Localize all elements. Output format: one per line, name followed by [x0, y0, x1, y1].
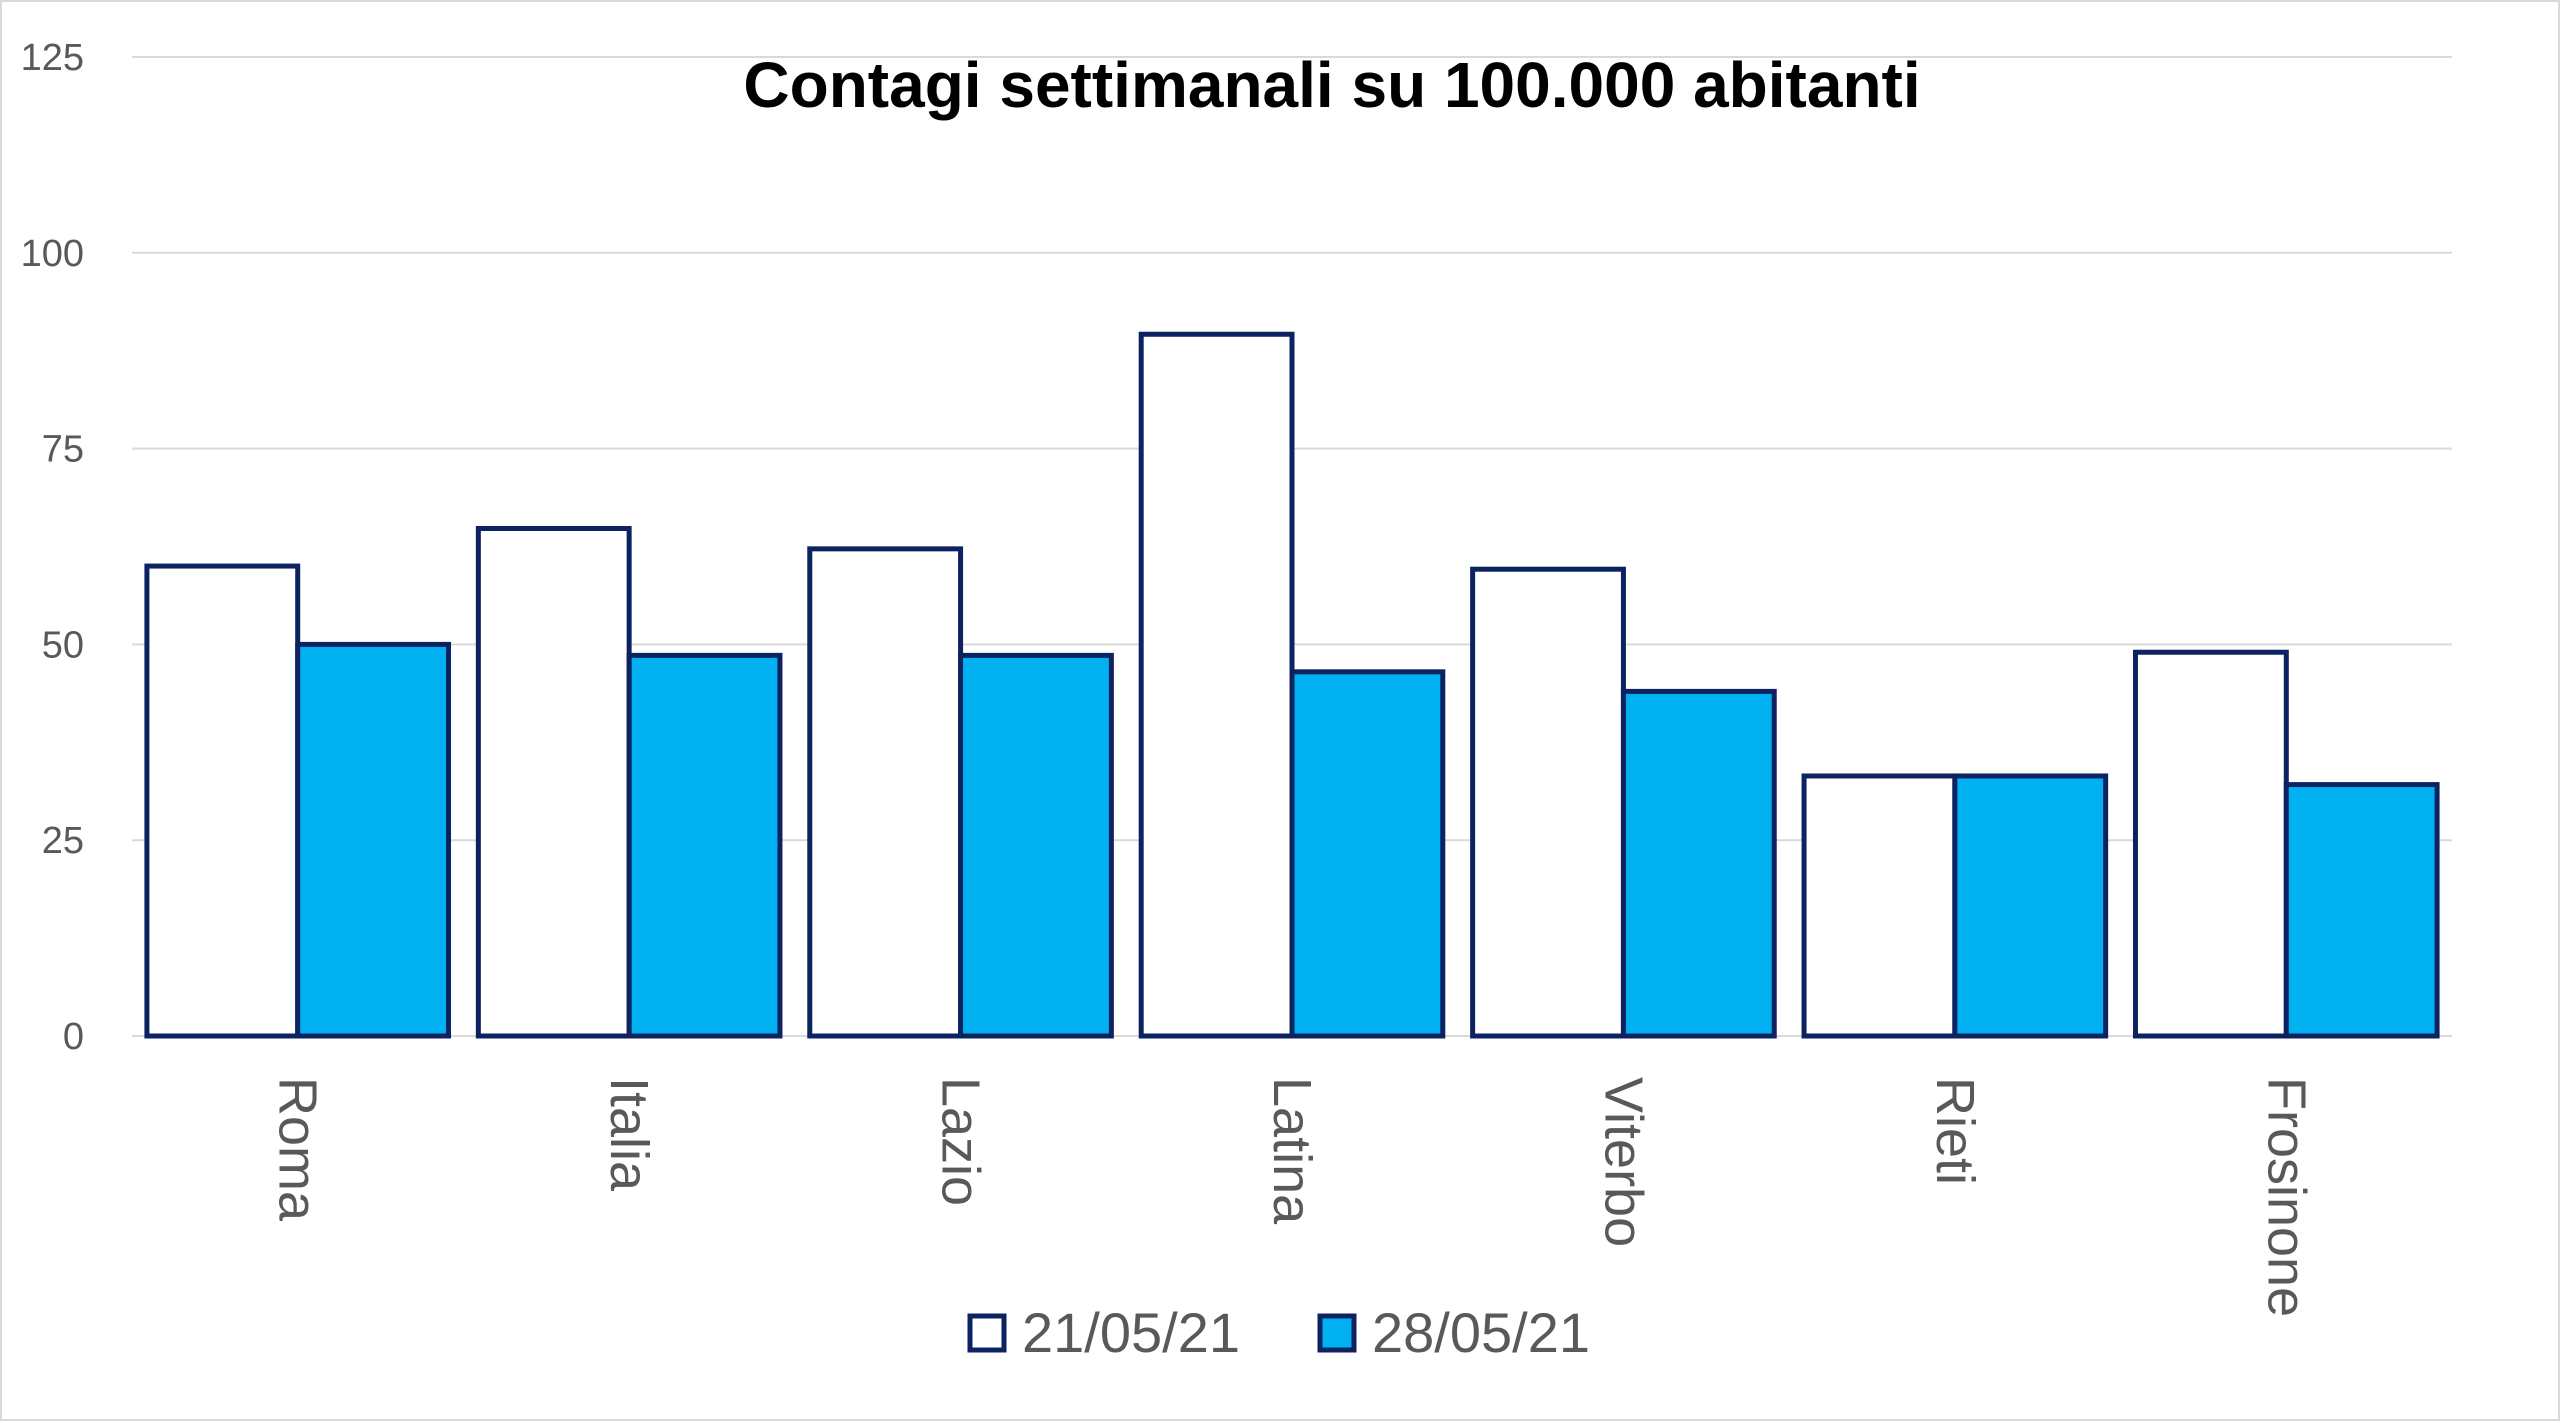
bar-latina-series-2: [1289, 669, 1446, 1039]
legend: 21/05/21 28/05/21: [967, 1301, 1590, 1364]
x-tick-label-frosinone: Frosinone: [2256, 1077, 2316, 1317]
bar-frosinone-series-2: [2283, 782, 2440, 1039]
bar-rieti-series-2: [1952, 773, 2109, 1039]
bars: [144, 331, 2440, 1039]
legend-label-series-2: 28/05/21: [1372, 1301, 1590, 1364]
y-axis-tick-labels: 0 25 50 75 100 125: [21, 37, 84, 1058]
bar-lazio-series-2: [958, 652, 1114, 1039]
bar-lazio-series-1: [807, 546, 964, 1039]
y-tick-label: 25: [42, 820, 84, 862]
x-tick-label-roma: Roma: [268, 1077, 328, 1222]
x-tick-label-viterbo: Viterbo: [1593, 1077, 1653, 1247]
bar-viterbo-series-2: [1620, 688, 1777, 1039]
y-tick-label: 50: [42, 624, 84, 666]
bar-latina-series-1: [1138, 331, 1295, 1039]
bar-viterbo-series-1: [1470, 566, 1626, 1039]
chart-title: Contagi settimanali su 100.000 abitanti: [743, 49, 1920, 121]
x-tick-label-latina: Latina: [1262, 1077, 1322, 1225]
x-axis-tick-labels: Roma Italia Lazio Latina Viterbo Rieti Frosino…: [268, 1077, 2317, 1317]
bar-frosinone-series-1: [2132, 649, 2289, 1039]
bar-roma-series-1: [144, 563, 301, 1039]
legend-swatch-series-2: [1317, 1313, 1357, 1353]
bar-italia-series-1: [475, 525, 632, 1039]
y-tick-label: 125: [21, 37, 84, 79]
y-tick-label: 100: [21, 233, 84, 275]
x-tick-label-rieti: Rieti: [1925, 1077, 1985, 1185]
x-tick-label-lazio: Lazio: [931, 1077, 991, 1206]
x-tick-label-italia: Italia: [599, 1077, 659, 1192]
y-tick-label: 75: [42, 429, 84, 471]
bar-italia-series-2: [626, 652, 783, 1039]
bar-rieti-series-1: [1801, 773, 1958, 1039]
y-tick-label: 0: [63, 1016, 84, 1058]
bar-roma-series-2: [295, 641, 452, 1039]
legend-label-series-1: 21/05/21: [1022, 1301, 1240, 1364]
legend-swatch-series-1: [967, 1313, 1007, 1353]
